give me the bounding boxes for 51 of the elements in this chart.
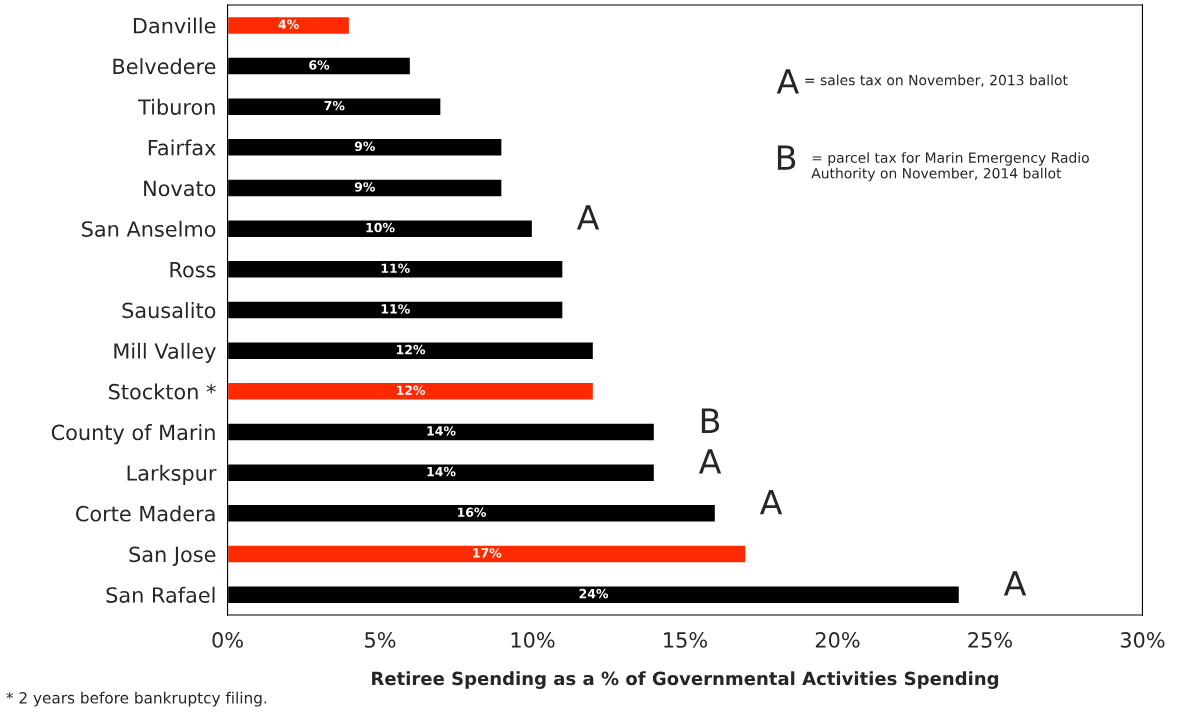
data-label: 7% [324, 100, 345, 111]
annotation: B [777, 145, 796, 170]
y-tick-label: Sausalito [122, 302, 216, 319]
x-tick-label: 5% [365, 632, 396, 648]
bar [227, 15, 351, 36]
y-tick-label: Danville [133, 17, 216, 34]
x-tick-label: 15% [664, 632, 707, 648]
x-tick-label: 25% [968, 632, 1012, 648]
y-tick-label: Larkspur [127, 464, 217, 485]
data-label: 12% [396, 385, 426, 395]
x-axis-title: Retiree Spending as a % of Governmental Activities Spending [372, 671, 999, 689]
y-tick-label: Tiburon [138, 98, 215, 115]
x-tick-label: 0% [212, 632, 243, 648]
x-tick-label: 20% [815, 632, 860, 648]
data-label: 12% [396, 344, 426, 355]
x-tick-label: 10% [511, 632, 555, 648]
text: * 2 years before bankruptcy filing. [6, 691, 267, 707]
annotation: A [776, 69, 800, 94]
annotation: A [698, 449, 722, 474]
y-tick-label: Belvedere [113, 58, 216, 75]
data-label: 17% [473, 548, 502, 558]
y-tick-label: Stockton * [108, 383, 216, 400]
y-tick-label: County of Marin [51, 424, 215, 445]
y-tick-label: San Rafael [106, 586, 215, 603]
data-label: 10% [366, 222, 395, 233]
annotation: A [1003, 571, 1027, 596]
y-tick-label: San Jose [129, 546, 216, 567]
data-label: 9% [354, 141, 375, 151]
annotation: A [759, 489, 783, 515]
y-tick-label: Ross [170, 262, 216, 278]
y-tick-label: San Anselmo [82, 220, 216, 237]
y-tick-label: Novato [144, 180, 216, 197]
data-label: 11% [381, 263, 410, 273]
data-label: 14% [427, 426, 456, 436]
data-label: 16% [457, 507, 487, 517]
y-tick-label: Corte Madera [76, 505, 215, 522]
y-tick-label: Mill Valley [114, 342, 216, 363]
annotation: A [576, 205, 600, 230]
bar [227, 381, 595, 401]
annotation: B [701, 408, 720, 433]
data-label: 14% [427, 466, 456, 477]
data-label: 6% [309, 60, 330, 70]
annotation: = sales tax on November, 2013 ballot [805, 74, 1068, 87]
data-label: 9% [354, 182, 375, 192]
y-tick-label: Fairfax [148, 139, 216, 156]
data-label: 11% [381, 304, 410, 314]
x-tick-label: 30% [1120, 632, 1165, 648]
bar [227, 544, 747, 564]
data-label: 4% [278, 19, 299, 30]
data-label: 24% [579, 588, 609, 599]
annotation: = parcel tax for Marin Emergency Radio Authority on November, 2014 ballot [811, 152, 1089, 182]
